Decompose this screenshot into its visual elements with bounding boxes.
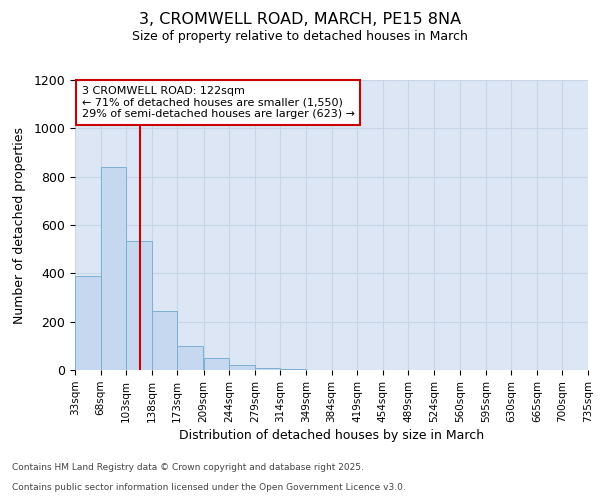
Bar bbox=[255, 368, 280, 370]
Text: 3, CROMWELL ROAD, MARCH, PE15 8NA: 3, CROMWELL ROAD, MARCH, PE15 8NA bbox=[139, 12, 461, 28]
Y-axis label: Number of detached properties: Number of detached properties bbox=[13, 126, 26, 324]
Bar bbox=[203, 358, 229, 370]
Bar bbox=[280, 369, 306, 370]
Text: 3 CROMWELL ROAD: 122sqm
← 71% of detached houses are smaller (1,550)
29% of semi: 3 CROMWELL ROAD: 122sqm ← 71% of detache… bbox=[82, 86, 355, 119]
X-axis label: Distribution of detached houses by size in March: Distribution of detached houses by size … bbox=[179, 429, 484, 442]
Text: Size of property relative to detached houses in March: Size of property relative to detached ho… bbox=[132, 30, 468, 43]
Bar bbox=[178, 346, 203, 370]
Bar bbox=[75, 276, 101, 370]
Bar bbox=[152, 311, 178, 370]
Text: Contains HM Land Registry data © Crown copyright and database right 2025.: Contains HM Land Registry data © Crown c… bbox=[12, 464, 364, 472]
Bar bbox=[101, 167, 126, 370]
Text: Contains public sector information licensed under the Open Government Licence v3: Contains public sector information licen… bbox=[12, 484, 406, 492]
Bar bbox=[229, 365, 255, 370]
Bar bbox=[126, 240, 152, 370]
